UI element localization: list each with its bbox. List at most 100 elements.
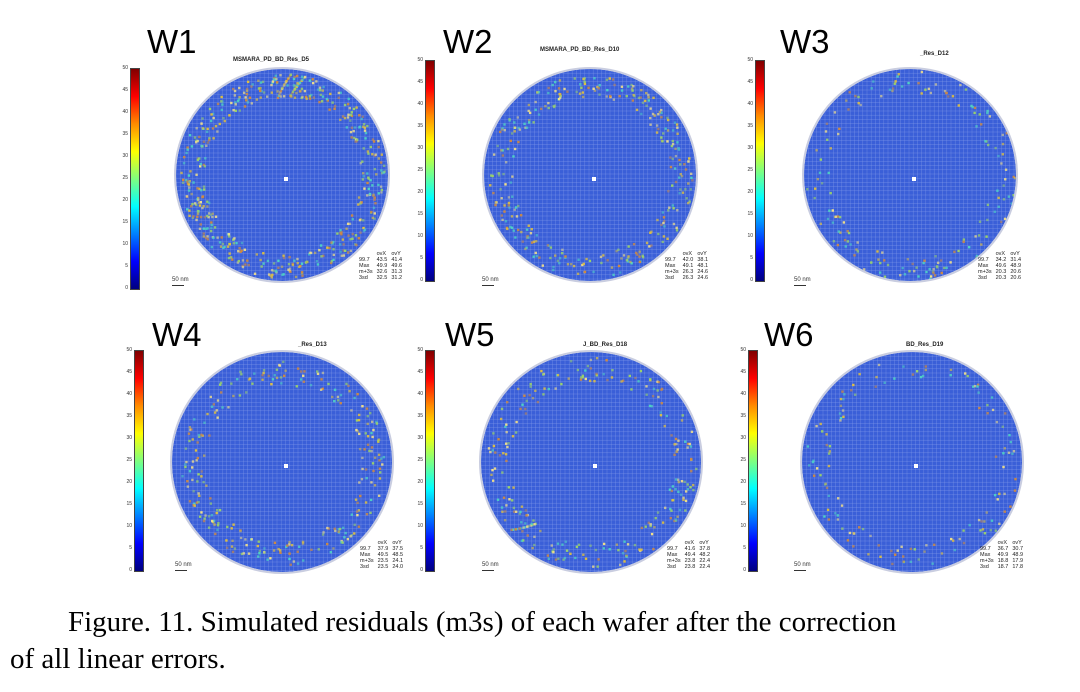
stats-row-label: m+3s — [978, 269, 992, 275]
stats-row: 3sd 32.5 31.2 — [357, 275, 404, 281]
stats-value: 49.9 — [997, 552, 1009, 558]
stats-row: 3sd 26.3 24.6 — [663, 275, 710, 281]
colorbar-tick-label: 15 — [747, 211, 753, 217]
stats-header-row: ovX ovY — [665, 540, 712, 546]
wafer-edge — [800, 350, 1024, 574]
stats-row: Max 49.1 48.1 — [663, 263, 710, 269]
colorbar-tick-label: 30 — [747, 145, 753, 151]
stats-value: 24.6 — [697, 269, 709, 275]
stats-header-cell: ovY — [697, 251, 707, 257]
stats-row: Max 49.9 49.6 — [357, 263, 404, 269]
stats-row-label: m+3s — [360, 558, 374, 564]
colorbar-tick-label: 40 — [747, 101, 753, 107]
stats-value: 17.8 — [1012, 564, 1024, 570]
plot-title: BD_Res_D19 — [906, 342, 944, 348]
colorbar-tick-label: 50 — [417, 57, 423, 63]
stats-row-label: Max — [665, 263, 676, 269]
colorbar-tick-label: 35 — [417, 123, 423, 129]
stats-value: 24.6 — [697, 275, 709, 281]
stats-value: 23.5 — [377, 558, 389, 564]
stats-row: m+3s 32.6 31.3 — [357, 269, 404, 275]
colorbar-tick-label: 35 — [126, 413, 132, 419]
stats-row-label: 3sd — [980, 564, 989, 570]
wafer-disk — [172, 352, 392, 572]
stats-table: ovX ovY 99.7 36.7 30.7 Max 49.9 48.9 m+3s 18.8 17.… — [978, 540, 1025, 570]
colorbar — [425, 350, 435, 572]
stats-value: 32.5 — [376, 275, 388, 281]
stats-row-label: m+3s — [667, 558, 681, 564]
stats-row-label: 99.7 — [667, 546, 678, 552]
stats-row: Max 49.9 48.9 — [978, 552, 1025, 558]
colorbar-tick-label: 5 — [420, 255, 423, 261]
colorbar-tick-label: 15 — [417, 501, 423, 507]
wafer-panel-w1: W1 MSMARA_PD_BD_Res_D5 50 45 40 35 30 25 20 15 1… — [122, 25, 455, 295]
stats-value: 48.2 — [699, 552, 711, 558]
colorbar — [130, 68, 140, 290]
colorbar-tick-label: 5 — [420, 545, 423, 551]
colorbar-tick-label: 20 — [122, 197, 128, 203]
wafer-label: W3 — [780, 23, 830, 60]
wafer-edge — [802, 67, 1018, 283]
colorbar-tick-label: 10 — [126, 523, 132, 529]
colorbar-tick-label: 35 — [122, 131, 128, 137]
scale-label: 50 nm — [175, 562, 192, 571]
stats-row-label: 99.7 — [359, 257, 370, 263]
colorbar-tick-label: 25 — [740, 457, 746, 463]
stats-value: 49.5 — [377, 552, 389, 558]
stats-row: 99.7 42.0 38.1 — [663, 257, 710, 263]
colorbar-tick-label: 10 — [417, 233, 423, 239]
stats-row: 99.7 43.5 41.4 — [357, 257, 404, 263]
colorbar-tick-label: 5 — [750, 255, 753, 261]
stats-row: 99.7 34.2 31.4 — [976, 257, 1023, 263]
stats-table: ovX ovY 99.7 43.5 41.4 Max 49.9 49.6 m+3s 32.6 31.… — [357, 251, 404, 281]
stats-row: Max 49.5 48.5 — [358, 552, 405, 558]
wafer-disk — [484, 69, 696, 281]
colorbar-tick-label: 35 — [740, 413, 746, 419]
stats-value: 20.6 — [1010, 275, 1022, 281]
stats-row-label: Max — [359, 263, 370, 269]
colorbar-tick-label: 25 — [747, 167, 753, 173]
stats-value: 23.8 — [684, 564, 696, 570]
wafer-disk — [481, 352, 701, 572]
wafer-panel-w5: W5 J_BD_Res_D18 50 45 40 35 30 25 20 15 10 5 0 50 … — [417, 318, 755, 588]
stats-table: ovX ovY 99.7 41.6 37.8 Max 49.4 48.2 m+3s 23.8 22.… — [665, 540, 712, 570]
stats-value: 43.5 — [376, 257, 388, 263]
stats-value: 37.8 — [699, 546, 711, 552]
wafer-map — [479, 350, 703, 574]
colorbar-tick-label: 20 — [417, 479, 423, 485]
colorbar-tick-label: 0 — [125, 285, 128, 291]
stats-row: m+3s 23.8 22.4 — [665, 558, 712, 564]
plot-title: MSMARA_PD_BD_Res_D10 — [540, 47, 620, 53]
wafer-label: W6 — [764, 316, 814, 353]
colorbar-tick-label: 30 — [417, 145, 423, 151]
colorbar — [755, 60, 765, 282]
colorbar-tick-label: 20 — [740, 479, 746, 485]
stats-row-label: 3sd — [359, 275, 368, 281]
wafer-center-marker — [284, 177, 288, 181]
stats-row: m+3s 23.5 24.1 — [358, 558, 405, 564]
stats-header-cell: ovX — [684, 540, 695, 546]
wafer-edge — [170, 350, 394, 574]
colorbar-tick-label: 40 — [417, 391, 423, 397]
colorbar-tick-label: 20 — [747, 189, 753, 195]
caption-line-1: Figure. 11. Simulated residuals (m3s) of… — [68, 606, 897, 638]
colorbar-tick-label: 30 — [417, 435, 423, 441]
colorbar-tick-label: 45 — [740, 369, 746, 375]
stats-value: 23.5 — [377, 564, 389, 570]
wafer-center-marker — [593, 464, 597, 468]
stats-value: 48.5 — [392, 552, 404, 558]
colorbar-tick-label: 40 — [126, 391, 132, 397]
stats-header-row: ovX ovY — [358, 540, 405, 546]
colorbar-tick-label: 20 — [417, 189, 423, 195]
colorbar-tick-label: 40 — [740, 391, 746, 397]
stats-row-label: 99.7 — [360, 546, 371, 552]
wafer-edge — [174, 67, 390, 283]
stats-value: 18.7 — [997, 564, 1009, 570]
colorbar-tick-label: 10 — [417, 523, 423, 529]
colorbar-tick-label: 40 — [417, 101, 423, 107]
plot-title: MSMARA_PD_BD_Res_D5 — [233, 57, 310, 63]
stats-value: 31.3 — [391, 269, 403, 275]
stats-value: 26.3 — [682, 269, 694, 275]
stats-value: 38.1 — [697, 257, 709, 263]
stats-row: 3sd 23.8 22.4 — [665, 564, 712, 570]
